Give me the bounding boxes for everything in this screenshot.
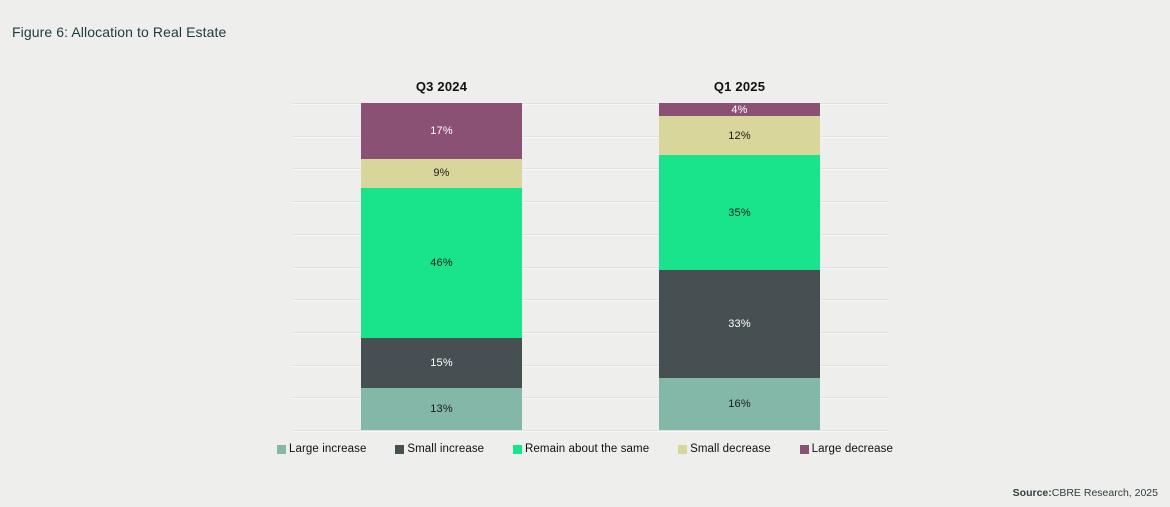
segment-small-increase: 15% bbox=[361, 338, 522, 388]
legend-item-large-increase: Large increase bbox=[277, 443, 366, 455]
legend-swatch-icon bbox=[678, 444, 688, 454]
source-label: Source: bbox=[1012, 487, 1052, 499]
gridline bbox=[292, 364, 888, 366]
column-header-q3-2024: Q3 2024 bbox=[415, 79, 468, 94]
source-note: Source:CBRE Research, 2025 bbox=[1013, 487, 1158, 499]
legend-swatch-icon bbox=[277, 444, 286, 454]
legend-label: Remain about the same bbox=[525, 443, 650, 455]
gridline bbox=[292, 168, 888, 170]
segment-large-increase: 16% bbox=[659, 377, 820, 430]
gridline bbox=[292, 103, 888, 104]
segment-small-decrease: 12% bbox=[659, 116, 820, 156]
chart-legend: Large increase Small increase Remain about… bbox=[277, 443, 893, 455]
legend-swatch-icon bbox=[513, 444, 523, 454]
gridline bbox=[292, 299, 888, 301]
source-text: CBRE Research, 2025 bbox=[1051, 487, 1158, 499]
legend-swatch-icon bbox=[799, 444, 809, 454]
segment-remain-about-the-same: 46% bbox=[361, 188, 522, 339]
segment-large-decrease: 17% bbox=[361, 103, 522, 159]
gridline bbox=[292, 430, 888, 431]
segment-large-decrease: 4% bbox=[659, 103, 820, 117]
segment-large-increase: 13% bbox=[361, 387, 522, 430]
segment-remain-about-the-same: 35% bbox=[659, 155, 820, 270]
chart-plot-area: 13% 15% 46% 9% 17% 16% 33% 35% 12% 4% bbox=[292, 103, 888, 431]
bar-q3-2024: 13% 15% 46% 9% 17% bbox=[361, 103, 522, 430]
segment-small-increase: 33% bbox=[659, 269, 820, 378]
gridline bbox=[292, 233, 888, 235]
legend-label: Large decrease bbox=[811, 443, 893, 455]
legend-item-remain-about-the-same: Remain about the same bbox=[513, 443, 649, 455]
figure-title: Figure 6: Allocation to Real Estate bbox=[12, 24, 227, 40]
gridline bbox=[292, 397, 888, 399]
legend-swatch-icon bbox=[395, 444, 405, 454]
gridline bbox=[292, 135, 888, 137]
gridline bbox=[292, 266, 888, 268]
legend-label: Small decrease bbox=[690, 443, 771, 455]
segment-small-decrease: 9% bbox=[361, 158, 522, 189]
legend-item-small-increase: Small increase bbox=[395, 443, 484, 455]
legend-label: Large increase bbox=[289, 443, 367, 455]
legend-item-large-decrease: Large decrease bbox=[799, 443, 893, 455]
column-header-q1-2025: Q1 2025 bbox=[713, 79, 766, 94]
gridline bbox=[292, 331, 888, 333]
legend-item-small-decrease: Small decrease bbox=[678, 443, 771, 455]
gridline bbox=[292, 201, 888, 203]
legend-label: Small increase bbox=[407, 443, 485, 455]
bar-q1-2025: 16% 33% 35% 12% 4% bbox=[659, 103, 820, 430]
